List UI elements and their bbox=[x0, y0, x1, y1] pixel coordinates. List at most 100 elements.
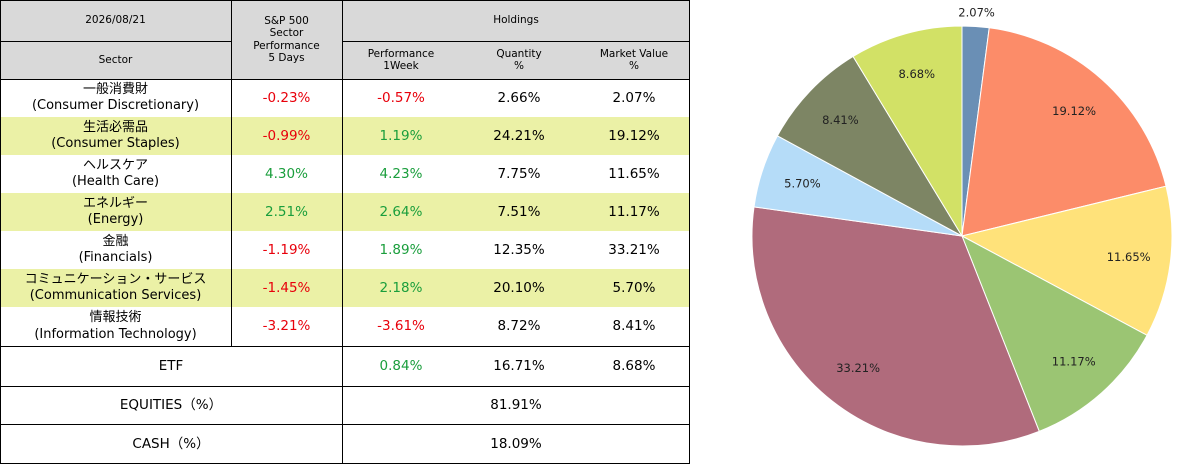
etf-performance: 0.84% bbox=[342, 346, 460, 386]
holdings-performance-text: -3.61% bbox=[377, 318, 425, 335]
market-value-percent-text: 11.17% bbox=[608, 203, 660, 220]
market-value-percent: 5.70% bbox=[578, 269, 690, 307]
grid-line bbox=[0, 346, 690, 347]
quantity-percent: 24.21% bbox=[460, 117, 578, 155]
cash-value-text: 18.09% bbox=[490, 435, 542, 452]
sector-pie-chart: 2.07% 19.12% 11.65% 11.17% 33.21% 5.70% 8.41% 8… bbox=[751, 5, 1173, 447]
pie-label: 11.17% bbox=[1052, 354, 1096, 368]
header-holdings-text: Holdings bbox=[493, 14, 539, 27]
market-value-percent-text: 33.21% bbox=[608, 241, 660, 258]
sp500-performance-text: -1.19% bbox=[262, 241, 311, 258]
sector-name-en: (Energy) bbox=[87, 212, 144, 227]
sp500-performance-text: -3.21% bbox=[262, 318, 311, 335]
sector-name: 金融 (Financials) bbox=[0, 231, 231, 269]
header-quantity-text: Quantity % bbox=[496, 47, 542, 72]
sp500-performance-text: -1.45% bbox=[262, 279, 311, 296]
pie-label: 2.07% bbox=[958, 5, 995, 19]
sp500-performance: -1.19% bbox=[231, 231, 342, 269]
market-value-percent-text: 19.12% bbox=[608, 127, 660, 144]
sector-name: コミュニケーション・サービス (Communication Services) bbox=[0, 269, 231, 307]
holdings-performance: 2.18% bbox=[342, 269, 460, 307]
quantity-percent: 7.51% bbox=[460, 193, 578, 231]
quantity-percent-text: 7.51% bbox=[497, 203, 541, 220]
pie-slice bbox=[751, 206, 1040, 447]
header-sp500-text: S&P 500 Sector Performance 5 Days bbox=[253, 15, 320, 64]
quantity-percent-text: 12.35% bbox=[493, 241, 545, 258]
grid-line bbox=[0, 79, 690, 80]
market-value-percent: 2.07% bbox=[578, 79, 690, 117]
sector-name: 一般消費財 (Consumer Discretionary) bbox=[0, 79, 231, 117]
sector-name-en: (Communication Services) bbox=[29, 288, 202, 303]
holdings-performance-text: 4.23% bbox=[379, 165, 423, 182]
grid-line bbox=[0, 0, 1, 464]
quantity-percent-text: 2.66% bbox=[497, 89, 541, 106]
holdings-performance: 2.64% bbox=[342, 193, 460, 231]
sp500-performance-text: 2.51% bbox=[265, 203, 308, 220]
holdings-performance-text: 2.18% bbox=[379, 279, 423, 296]
sector-name: ヘルスケア (Health Care) bbox=[0, 155, 231, 193]
sp500-performance: 4.30% bbox=[231, 155, 342, 193]
quantity-percent-text: 7.75% bbox=[497, 165, 541, 182]
header-date: 2026/08/21 bbox=[0, 0, 231, 41]
sector-name-en: (Consumer Staples) bbox=[51, 136, 180, 151]
market-value-percent-text: 11.65% bbox=[608, 165, 660, 182]
equities-value-text: 81.91% bbox=[490, 396, 542, 413]
market-value-percent: 19.12% bbox=[578, 117, 690, 155]
holdings-performance-text: -0.57% bbox=[377, 89, 425, 106]
pie-slice bbox=[776, 55, 964, 238]
market-value-percent: 11.65% bbox=[578, 155, 690, 193]
etf-performance-text: 0.84% bbox=[379, 357, 423, 374]
pie-label: 11.65% bbox=[1107, 250, 1151, 264]
header-quantity: Quantity % bbox=[460, 41, 578, 79]
pie-label: 8.41% bbox=[822, 113, 859, 127]
etf-market-value: 8.68% bbox=[578, 346, 690, 386]
sector-name: 情報技術 (Information Technology) bbox=[0, 307, 231, 346]
equities-label: EQUITIES（%） bbox=[0, 386, 342, 424]
pie-slice bbox=[961, 234, 1148, 432]
holdings-performance: 1.19% bbox=[342, 117, 460, 155]
pie-label: 8.68% bbox=[898, 67, 935, 81]
quantity-percent: 7.75% bbox=[460, 155, 578, 193]
cash-label: CASH（%） bbox=[0, 424, 342, 464]
quantity-percent: 20.10% bbox=[460, 269, 578, 307]
sector-name-en: (Financials) bbox=[78, 250, 153, 265]
holdings-performance: 1.89% bbox=[342, 231, 460, 269]
grid-line bbox=[0, 386, 690, 387]
sector-name-jp: エネルギー bbox=[82, 195, 148, 211]
market-value-percent: 33.21% bbox=[578, 231, 690, 269]
sector-name-en: (Information Technology) bbox=[34, 326, 197, 342]
quantity-percent: 8.72% bbox=[460, 307, 578, 346]
quantity-percent: 2.66% bbox=[460, 79, 578, 117]
holdings-performance: -0.57% bbox=[342, 79, 460, 117]
sector-name-jp: 生活必需品 bbox=[82, 119, 148, 135]
grid-line bbox=[231, 0, 232, 346]
etf-quantity-text: 16.71% bbox=[493, 357, 545, 374]
sector-name: 生活必需品 (Consumer Staples) bbox=[0, 117, 231, 155]
header-sector-text: Sector bbox=[98, 53, 133, 66]
quantity-percent-text: 20.10% bbox=[493, 279, 545, 296]
grid-line bbox=[0, 0, 690, 1]
header-market-value: Market Value % bbox=[578, 41, 690, 79]
sector-name-jp: 金融 bbox=[102, 233, 129, 249]
grid-line bbox=[0, 424, 690, 425]
sector-name-en: (Health Care) bbox=[71, 174, 160, 189]
market-value-percent: 8.41% bbox=[578, 307, 690, 346]
market-value-percent: 11.17% bbox=[578, 193, 690, 231]
sp500-performance: -3.21% bbox=[231, 307, 342, 346]
grid-line bbox=[342, 0, 343, 464]
market-value-percent-text: 2.07% bbox=[612, 89, 656, 106]
holdings-performance-text: 1.89% bbox=[379, 241, 423, 258]
holdings-performance-text: 1.19% bbox=[379, 127, 423, 144]
header-performance: Performance 1Week bbox=[342, 41, 460, 79]
sp500-performance: 2.51% bbox=[231, 193, 342, 231]
sector-name-jp: 情報技術 bbox=[89, 310, 142, 326]
header-market-value-text: Market Value % bbox=[599, 47, 669, 72]
quantity-percent-text: 24.21% bbox=[493, 127, 545, 144]
cash-label-text: CASH（%） bbox=[132, 435, 210, 452]
sp500-performance-text: 4.30% bbox=[265, 165, 308, 182]
equities-label-text: EQUITIES（%） bbox=[119, 396, 223, 413]
pie-slice bbox=[960, 185, 1173, 336]
holdings-performance: 4.23% bbox=[342, 155, 460, 193]
sector-name-jp: 一般消費財 bbox=[82, 81, 148, 97]
quantity-percent-text: 8.72% bbox=[497, 318, 541, 335]
